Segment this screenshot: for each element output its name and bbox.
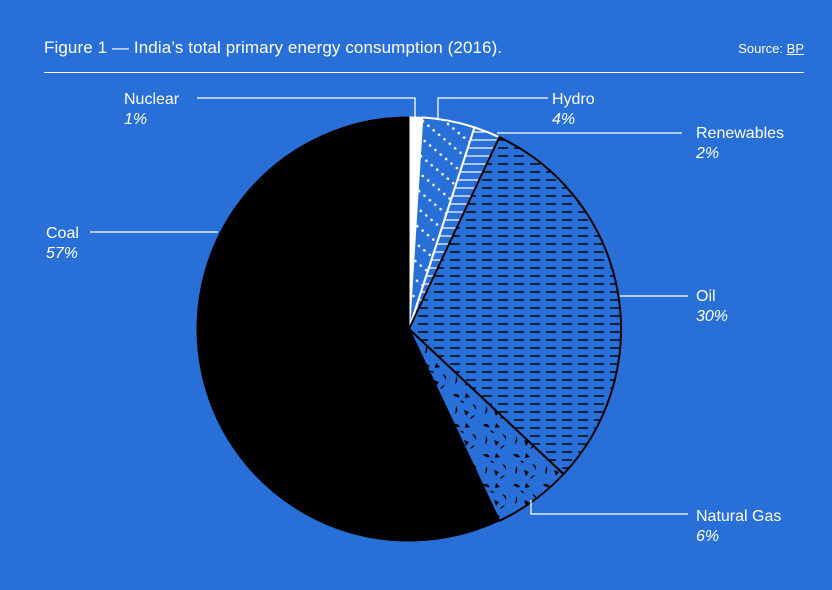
pie-slice-oil	[408, 136, 622, 476]
source-link[interactable]: BP	[786, 41, 804, 56]
source-credit: Source: BP	[738, 41, 804, 56]
slice-label-renewables: Renewables	[696, 125, 784, 142]
slice-value-coal: 57%	[46, 245, 78, 262]
slice-value-natural-gas: 6%	[696, 528, 719, 545]
slice-value-oil: 30%	[696, 308, 728, 325]
chart-header: Figure 1 — India’s total primary energy …	[44, 38, 804, 73]
slice-label-hydro: Hydro	[552, 91, 595, 108]
slice-value-hydro: 4%	[552, 111, 575, 128]
slice-label-nuclear: Nuclear	[124, 91, 180, 108]
leader-line-nuclear	[197, 97, 416, 117]
leader-line-hydro	[437, 97, 548, 118]
slice-label-coal: Coal	[46, 225, 79, 242]
pie-slice-coal	[196, 116, 500, 542]
slice-label-natural-gas: Natural Gas	[696, 508, 781, 525]
slice-value-renewables: 2%	[695, 145, 719, 162]
chart-title: Figure 1 — India’s total primary energy …	[44, 38, 503, 57]
slice-value-nuclear: 1%	[124, 111, 147, 128]
slice-label-oil: Oil	[696, 288, 716, 305]
leader-line-natural-gas	[530, 500, 688, 515]
source-prefix: Source:	[738, 41, 784, 56]
